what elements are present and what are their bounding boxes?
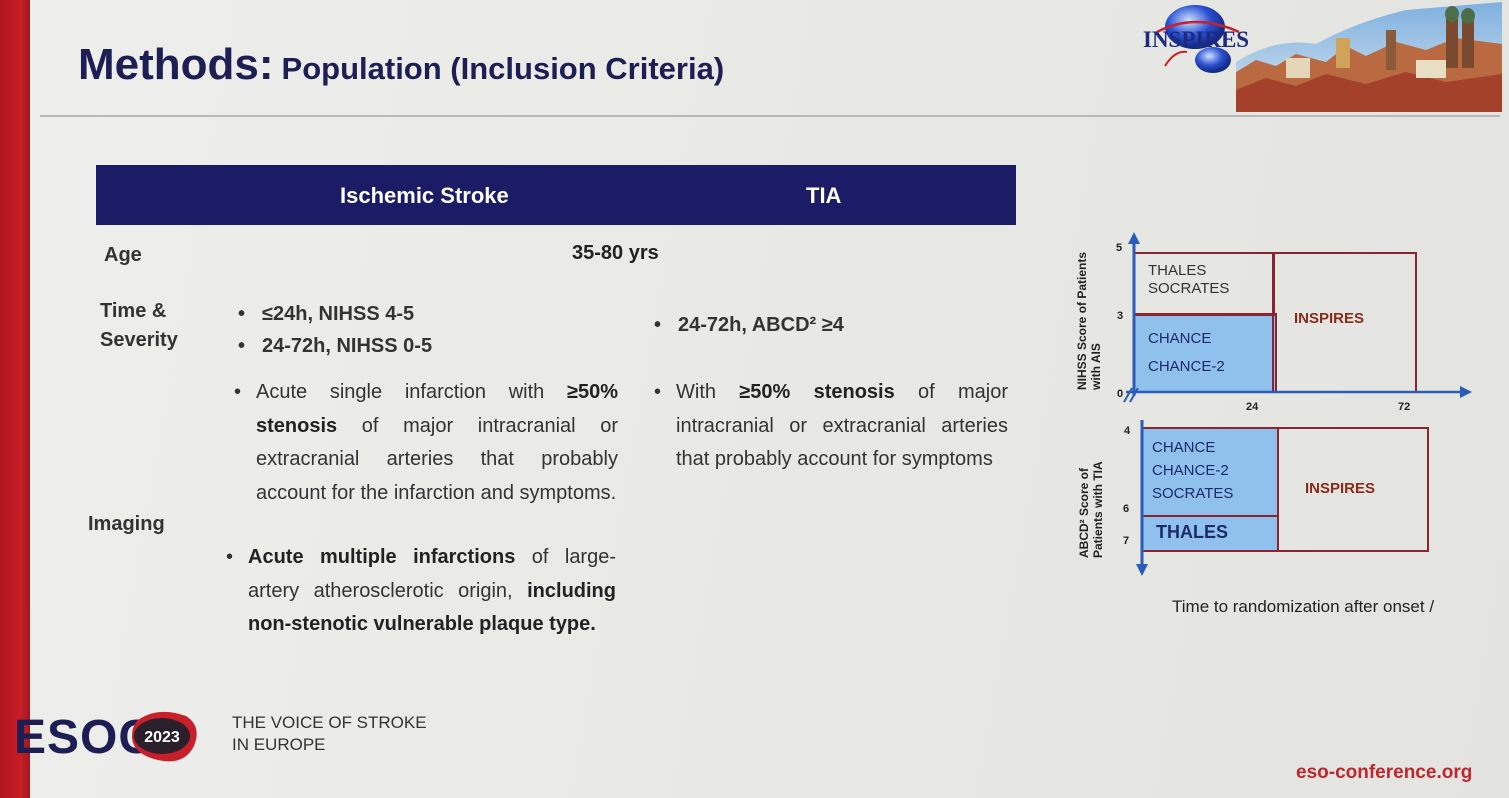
header-tia: TIA bbox=[806, 183, 842, 208]
imaging-stroke-item-1: • Acute single infarction with ≥50% sten… bbox=[234, 381, 618, 504]
esoc-year-badge: 2023 bbox=[132, 711, 197, 762]
imaging-stroke-2-mid: of large-artery atherosclerotic origin, bbox=[248, 546, 617, 602]
time-stroke-item: 24-72h, NIHSS 0-5 bbox=[232, 330, 432, 362]
imaging-stroke-2-bold2: including non-stenotic vulnerable plaque… bbox=[248, 579, 616, 636]
conference-url[interactable]: eso-conference.org bbox=[1296, 762, 1473, 783]
title-main: Methods: bbox=[78, 40, 274, 89]
red-edge-stripe bbox=[0, 0, 30, 798]
row-label-time-line1: Time & bbox=[100, 300, 167, 322]
imaging-tia-item: • With ≥50% stenosis of major intracrani… bbox=[654, 381, 1009, 470]
time-tia-item: 24-72h, ABCD² ≥4 bbox=[648, 314, 844, 337]
imaging-stroke-1-pre: Acute single infarction with bbox=[256, 381, 545, 403]
imaging-tia-bold: ≥50% stenosis bbox=[739, 381, 895, 403]
row-label-time-severity: Time & Severity bbox=[100, 297, 178, 355]
slide bbox=[30, 0, 1509, 798]
row-label-imaging: Imaging bbox=[88, 513, 165, 535]
badge-year: 2023 bbox=[144, 729, 180, 746]
imaging-stroke-1-bold2: stenosis bbox=[256, 414, 338, 437]
inspires-logo: INSPIRES bbox=[1143, 5, 1249, 73]
title-divider bbox=[40, 115, 1500, 117]
title-sub: Population (Inclusion Criteria) bbox=[281, 51, 725, 86]
imaging-tia-rest: of major intracranial or extracranial ar… bbox=[676, 381, 1009, 470]
imaging-stroke-1-rest: of major intracranial or extracranial ar… bbox=[256, 414, 618, 504]
time-stroke-item: ≤24h, NIHSS 4-5 bbox=[232, 298, 432, 330]
header-ischemic-stroke: Ischemic Stroke bbox=[340, 183, 509, 208]
logo-text: INSPIRES bbox=[1143, 27, 1249, 52]
time-tia-list: 24-72h, ABCD² ≥4 bbox=[648, 314, 844, 337]
imaging-stroke-2-bold: Acute multiple infarctions bbox=[248, 546, 516, 568]
table-header-banner: Ischemic Stroke TIA bbox=[96, 165, 1016, 225]
row-label-age: Age bbox=[104, 244, 142, 266]
city-skyline-image bbox=[1236, 2, 1502, 112]
tagline: THE VOICE OF STROKE IN EUROPE bbox=[232, 712, 427, 756]
imaging-tia-pre: With bbox=[676, 381, 716, 403]
tagline-line2: IN EUROPE bbox=[232, 735, 326, 754]
esoc-logo-text: ESOC bbox=[14, 711, 155, 764]
row-label-time-line2: Severity bbox=[100, 329, 178, 351]
tagline-line1: THE VOICE OF STROKE bbox=[232, 713, 427, 732]
imaging-stroke-1-bold1: ≥50% bbox=[566, 381, 618, 403]
age-value: 35-80 yrs bbox=[572, 242, 659, 264]
page-title: Methods: Population (Inclusion Criteria) bbox=[78, 40, 724, 90]
time-stroke-list: ≤24h, NIHSS 4-5 24-72h, NIHSS 0-5 bbox=[232, 298, 432, 362]
imaging-stroke-item-2: • Acute multiple infarctions of large-ar… bbox=[226, 546, 617, 636]
